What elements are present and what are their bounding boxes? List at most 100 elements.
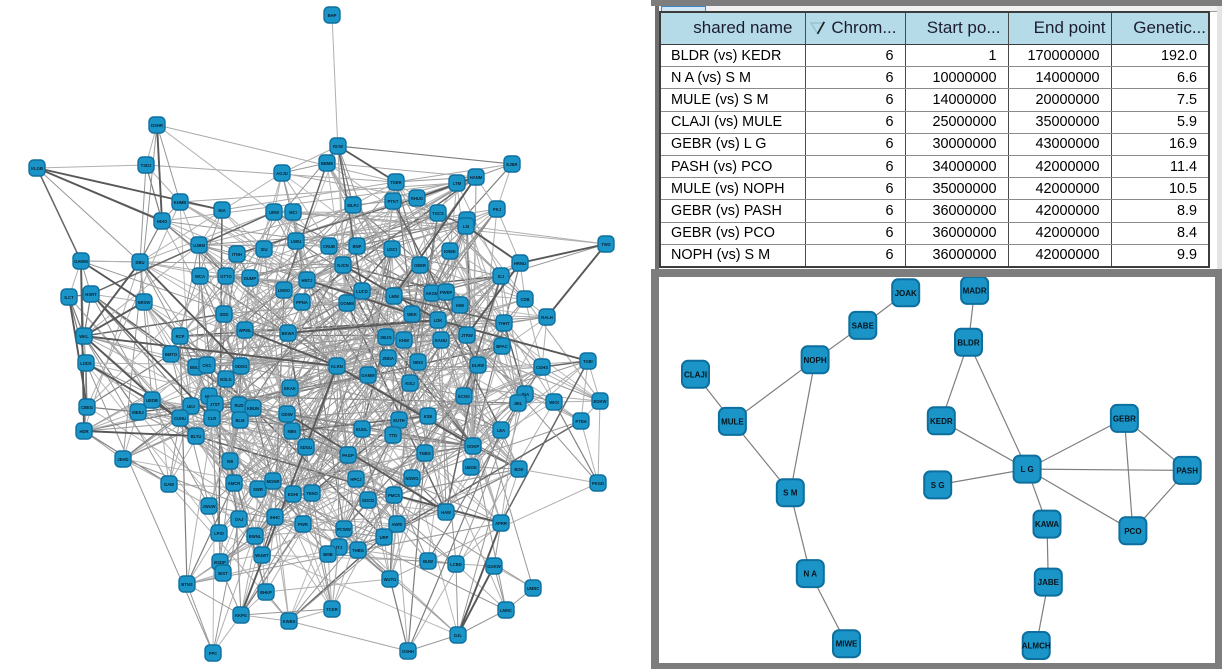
svg-text:KBUN: KBUN [247,406,259,411]
svg-text:TTD: TTD [389,433,397,438]
svg-text:BHP: BHP [328,13,337,18]
svg-text:BTNS: BTNS [181,582,193,587]
svg-text:NSWG: NSWG [405,476,418,481]
svg-text:THBG: THBG [352,548,364,553]
svg-text:JEHD: JEHD [117,457,128,462]
svg-text:PCO: PCO [1124,527,1141,536]
svg-text:UEDB: UEDB [146,398,158,403]
svg-text:WIOI: WIOI [549,400,559,405]
svg-text:MULE: MULE [721,417,744,426]
svg-text:CLAJI: CLAJI [684,370,707,379]
svg-text:CDB: CDB [520,297,529,302]
svg-text:EOKW: EOKW [593,399,606,404]
svg-text:PWEP: PWEP [440,290,453,295]
svg-text:PPC: PPC [209,651,218,656]
svg-text:KHW: KHW [399,338,409,343]
svg-text:GGKW: GGKW [487,564,501,569]
svg-text:BNP: BNP [353,244,362,249]
svg-text:JABE: JABE [1038,578,1060,587]
svg-text:EJBR: EJBR [506,162,517,167]
svg-text:EANU: EANU [435,338,447,343]
svg-text:LDK: LDK [434,318,443,323]
svg-text:SBJG: SBJG [380,335,391,340]
svg-text:UMBC: UMBC [527,586,540,591]
svg-text:OOMM: OOMM [340,301,354,306]
svg-text:TGCS: TGCS [432,211,444,216]
svg-text:GTTO: GTTO [220,274,232,279]
svg-text:UEGE: UEGE [465,465,477,470]
svg-text:WUWT: WUWT [255,553,269,558]
svg-text:LWIU: LWIU [291,239,301,244]
svg-text:TDER: TDER [390,180,401,185]
svg-text:LMW: LMW [389,294,399,299]
svg-text:EUTH: EUTH [393,418,404,423]
svg-text:BMB: BMB [323,552,333,557]
svg-text:IHM: IHM [456,303,464,308]
svg-text:NOPH: NOPH [804,356,827,365]
svg-text:BHKP: BHKP [260,590,272,595]
svg-text:JIEL: JIEL [514,401,523,406]
svg-text:PCWW: PCWW [337,527,351,532]
svg-text:LMOO: LMOO [278,288,291,293]
svg-text:MEEJ: MEEJ [132,410,144,415]
svg-text:AKGM: AKGM [426,291,439,296]
svg-text:ODGG: ODGG [235,364,248,369]
svg-text:LCBD: LCBD [450,562,462,567]
svg-text:AMCR: AMCR [228,481,241,486]
svg-text:LSI: LSI [463,224,470,229]
svg-text:ITNH: ITNH [232,252,242,257]
svg-text:SIU: SIU [261,247,268,252]
svg-text:USCI: USCI [387,247,397,252]
svg-text:AWRI: AWRI [392,522,403,527]
svg-text:PTEH: PTEH [575,419,586,424]
svg-text:GAW: GAW [164,482,174,487]
svg-text:TSDJ: TSDJ [141,163,152,168]
svg-text:UJBM: UJBM [193,243,205,248]
svg-text:GEBR: GEBR [1113,414,1136,423]
svg-text:KISJ: KISJ [405,381,415,386]
svg-text:EUGL: EUGL [356,427,368,432]
svg-text:PAGP: PAGP [342,453,354,458]
svg-text:KEDR: KEDR [930,417,953,426]
svg-text:BKWA: BKWA [282,331,295,336]
svg-text:BWNL: BWNL [249,534,262,539]
svg-text:N A: N A [804,570,818,579]
svg-text:PWR: PWR [298,522,308,527]
svg-text:HDR: HDR [79,429,88,434]
svg-text:JOAK: JOAK [895,289,917,298]
svg-text:BMTO: BMTO [165,352,178,357]
svg-text:TNBG: TNBG [419,451,431,456]
svg-text:EGHI: EGHI [288,492,298,497]
svg-text:JTST: JTST [210,402,221,407]
svg-text:HNTJ: HNTJ [302,278,314,283]
svg-text:PKJ: PKJ [493,207,502,212]
svg-text:WPML: WPML [239,328,252,333]
svg-text:BLM: BLM [235,418,245,423]
svg-text:BLTU: BLTU [191,434,202,439]
svg-text:JNA: JNA [521,392,529,397]
svg-text:KLGB: KLGB [31,166,43,171]
svg-text:HAW: HAW [441,510,451,515]
svg-text:OOKP: OOKP [467,444,480,449]
svg-text:KNEE: KNEE [444,249,456,254]
svg-text:WII: WII [227,459,233,464]
svg-text:APRR: APRR [495,521,507,526]
svg-text:BWJS: BWJS [190,365,202,370]
svg-text:TABI: TABI [583,359,592,364]
svg-text:OEER: OEER [414,263,426,268]
svg-text:S G: S G [931,481,945,490]
svg-text:RCP: RCP [176,334,185,339]
svg-text:TENO: TENO [306,491,318,496]
svg-text:KAWA: KAWA [1035,520,1059,529]
svg-text:THHT: THHT [498,321,510,326]
svg-text:UIIJ: UIIJ [187,404,195,409]
svg-text:SABE: SABE [852,321,875,330]
svg-text:ILCT: ILCT [64,295,74,300]
svg-text:CBEG: CBEG [81,405,93,410]
svg-text:RALH: RALH [541,315,553,320]
svg-text:HANM: HANM [470,175,483,180]
svg-text:BLDR: BLDR [957,338,979,347]
svg-text:AGJU: AGJU [276,171,288,176]
svg-text:BIST: BIST [218,571,228,576]
svg-text:PPNA: PPNA [296,300,308,305]
